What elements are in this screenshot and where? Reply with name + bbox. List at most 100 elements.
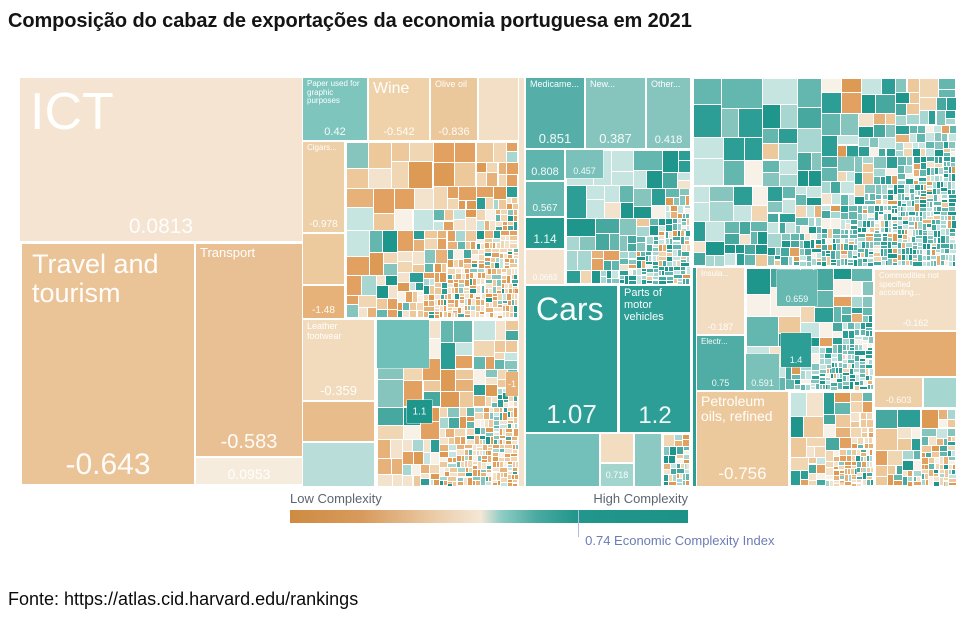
treemap-filler-block[interactable]	[512, 289, 515, 294]
treemap-filler-block[interactable]	[949, 236, 956, 239]
treemap-filler-block[interactable]	[686, 225, 690, 231]
treemap-filler-block[interactable]	[646, 272, 654, 276]
treemap-filler-block[interactable]	[897, 239, 902, 243]
treemap-filler-block[interactable]	[826, 250, 831, 253]
treemap-filler-block[interactable]	[457, 313, 465, 318]
treemap-filler-block[interactable]	[937, 438, 943, 445]
treemap-filler-block[interactable]	[849, 234, 858, 238]
treemap-filler-block[interactable]	[946, 481, 948, 486]
treemap-filler-block[interactable]	[495, 263, 499, 268]
treemap-filler-block[interactable]	[447, 260, 453, 268]
petroleum-oils-refined-block[interactable]: Petroleum oils, refined -0.756	[697, 392, 788, 486]
treemap-filler-block[interactable]	[512, 480, 518, 483]
treemap-filler-block[interactable]	[833, 470, 839, 476]
treemap-filler-block[interactable]	[811, 379, 819, 384]
treemap-filler-block[interactable]	[804, 240, 811, 248]
treemap-filler-block[interactable]	[861, 253, 864, 258]
treemap-filler-block[interactable]	[654, 272, 659, 276]
treemap-filler-block[interactable]	[439, 444, 449, 451]
treemap-filler-block[interactable]	[706, 256, 714, 266]
treemap-filler-block[interactable]	[952, 174, 956, 181]
treemap-filler-block[interactable]	[724, 222, 739, 233]
treemap-filler-block[interactable]	[666, 225, 672, 232]
treemap-filler-block[interactable]	[477, 469, 481, 477]
treemap-filler-block[interactable]	[949, 461, 956, 464]
treemap-filler-block[interactable]	[874, 220, 880, 223]
treemap-filler-block[interactable]	[499, 429, 503, 435]
treemap-filler-block[interactable]	[472, 469, 477, 477]
treemap-filler-block[interactable]	[853, 229, 858, 234]
treemap-filler-block[interactable]	[849, 330, 855, 338]
treemap-filler-block[interactable]	[863, 344, 867, 351]
treemap-filler-block[interactable]	[944, 181, 947, 188]
treemap-filler-block[interactable]	[879, 215, 884, 220]
treemap-filler-block[interactable]	[425, 263, 434, 273]
treemap-filler-block[interactable]	[833, 268, 851, 279]
treemap-filler-block[interactable]	[820, 347, 826, 353]
treemap-filler-block[interactable]	[842, 381, 849, 386]
treemap-filler-block[interactable]	[860, 361, 865, 365]
treemap-filler-block[interactable]	[693, 242, 705, 252]
treemap-filler-block[interactable]	[806, 370, 811, 379]
treemap-filler-block[interactable]	[908, 236, 911, 243]
treemap-filler-block[interactable]	[941, 254, 945, 260]
treemap-filler-block[interactable]	[511, 268, 514, 274]
treemap-filler-block[interactable]	[913, 164, 920, 170]
treemap-filler-block[interactable]	[863, 456, 866, 461]
treemap-filler-block[interactable]	[949, 482, 956, 486]
treemap-filler-block[interactable]	[646, 276, 652, 281]
treemap-filler-block[interactable]	[894, 194, 897, 201]
treemap-filler-block[interactable]	[477, 221, 484, 230]
treemap-filler-block[interactable]	[471, 299, 476, 305]
treemap-filler-block[interactable]	[505, 360, 518, 369]
treemap-filler-block[interactable]	[469, 268, 477, 272]
treemap-filler-block[interactable]	[430, 473, 439, 480]
treemap-filler-block[interactable]	[933, 230, 937, 237]
treemap-filler-block[interactable]	[916, 235, 922, 238]
treemap-filler-block[interactable]	[913, 482, 921, 486]
treemap-filler-block[interactable]	[693, 158, 723, 186]
treemap-filler-block[interactable]	[852, 475, 857, 478]
treemap-filler-block[interactable]	[908, 229, 912, 236]
treemap-filler-block[interactable]	[798, 171, 809, 186]
treemap-filler-block[interactable]	[812, 252, 816, 258]
treemap-filler-block[interactable]	[612, 279, 619, 284]
treemap-filler-block[interactable]	[763, 78, 797, 105]
treemap-filler-block[interactable]	[462, 273, 466, 279]
treemap-filler-block[interactable]	[736, 254, 744, 266]
treemap-filler-block[interactable]	[897, 206, 901, 211]
treemap-filler-block[interactable]	[841, 229, 845, 234]
treemap-filler-block[interactable]	[808, 464, 817, 473]
treemap-filler-block[interactable]	[862, 433, 868, 438]
treemap-filler-block[interactable]	[812, 258, 817, 266]
treemap-filler-block[interactable]	[679, 196, 685, 205]
treemap-filler-block[interactable]	[513, 407, 518, 417]
treemap-filler-block[interactable]	[827, 368, 830, 373]
treemap-filler-block[interactable]	[636, 227, 649, 236]
treemap-filler-block[interactable]	[369, 252, 384, 275]
treemap-filler-block[interactable]	[467, 477, 472, 486]
treemap-filler-block[interactable]	[926, 249, 931, 256]
treemap-filler-block[interactable]	[438, 300, 441, 305]
treemap-filler-block[interactable]	[782, 186, 795, 199]
treemap-filler-block[interactable]	[851, 268, 873, 281]
treemap-filler-block[interactable]	[926, 148, 935, 157]
treemap-filler-block[interactable]	[849, 241, 854, 245]
treemap-filler-block[interactable]	[914, 190, 918, 196]
treemap-filler-block[interactable]	[508, 221, 514, 226]
treemap-filler-block[interactable]	[869, 148, 879, 157]
treemap-filler-block[interactable]	[858, 138, 869, 146]
treemap-filler-block[interactable]	[674, 440, 682, 447]
medicame-block[interactable]: Medicame... 0.851	[526, 78, 584, 148]
treemap-filler-block[interactable]	[457, 468, 465, 472]
treemap-filler-block[interactable]	[895, 209, 898, 214]
treemap-filler-block[interactable]	[454, 162, 476, 186]
treemap-filler-block[interactable]	[857, 462, 862, 467]
treemap-filler-block[interactable]	[457, 472, 465, 477]
treemap-filler-block[interactable]	[892, 249, 897, 254]
treemap-filler-block[interactable]	[903, 211, 905, 217]
treemap-filler-block[interactable]	[481, 300, 485, 305]
treemap-filler-block[interactable]	[932, 451, 940, 457]
treemap-filler-block[interactable]	[862, 220, 866, 227]
treemap-filler-block[interactable]	[497, 399, 503, 407]
